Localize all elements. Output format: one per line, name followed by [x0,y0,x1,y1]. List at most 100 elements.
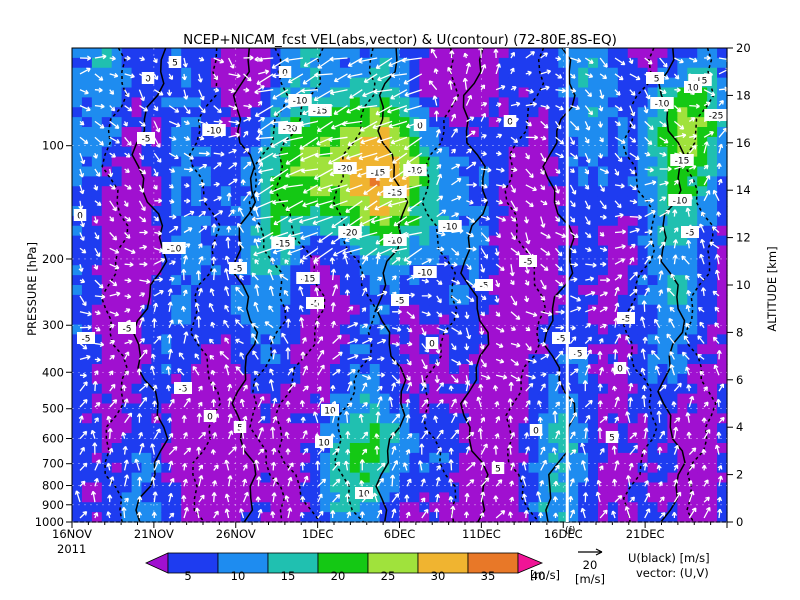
wind-vectors [74,46,731,519]
contour-label-text: 0 [282,69,288,79]
contour-label-text: -5 [234,265,243,275]
legend-note-u: U(black) [m/s] [628,551,710,565]
contour-label: -10 [403,164,427,177]
contour-label-text: 0 [207,413,213,423]
contour-label: -5 [552,332,570,345]
y-right-tick-label: 6 [736,373,743,387]
contour-label: -10 [288,94,312,107]
contour-label: -5 [77,332,95,345]
contour-label: 0 [73,209,87,222]
colorbar-tick-label: 15 [281,569,296,583]
y-tick-label: 900 [42,498,64,512]
legend-note-vector: vector: (U,V) [636,566,709,580]
contour-label-text: 0 [417,122,423,132]
contour-label: -15 [670,154,694,167]
contour-label: -5 [617,312,635,325]
contour-label-text: 10 [318,439,330,449]
y-tick-label: 700 [42,457,64,471]
contour-label-text: 10 [358,490,370,500]
x-tick-label: 6DEC [384,527,415,541]
y-right-tick-label: 10 [736,278,751,292]
y-right-tick-label: 2 [736,468,743,482]
contour-label: -10 [413,266,437,279]
y-tick-label: 600 [42,432,64,446]
colorbar-swatch [167,552,219,574]
contour-label: 10 [684,81,702,94]
contour-label-text: -5 [622,315,631,325]
contour-label-text: -10 [207,127,222,137]
colorbar-tick-label: 35 [481,569,496,583]
x-tick-label: 26NOV [216,527,256,541]
x-tick-label: 1DEC [302,527,333,541]
contour-label-text: -10 [293,97,308,107]
contour-label: -15 [296,272,320,285]
colorbar-high-arrow [517,552,544,574]
colorbar-tick-label: 10 [231,569,246,583]
colorbar-tick-label: 40 [531,569,546,583]
colorbar-low-arrow [145,552,169,574]
x-tick-label: 11DEC [462,527,501,541]
contour-label-text: -10 [418,269,433,279]
contour-label-text: -5 [480,282,489,292]
contour-label: -5 [306,297,324,310]
contour-label-text: -5 [396,297,405,307]
contour-label: 0 [413,119,427,132]
contour-label: 10 [355,487,373,500]
contour-label: -5 [646,72,664,85]
y-right-tick-label: 14 [736,183,751,197]
chart-title: NCEP+NICAM_fcst VEL(abs,vector) & U(cont… [183,32,617,48]
y-right-tick-label: 0 [736,515,743,529]
x-tick-label: 21DEC [626,527,665,541]
y-right-tick-label: 16 [736,136,751,150]
contour-label: -15 [383,186,407,199]
contour-label-text: -5 [142,135,151,145]
contour-label-text: -10 [673,197,688,207]
contour-label-text: -10 [388,237,403,247]
contour-label: -5 [229,262,247,275]
contour-label: -5 [118,322,136,335]
y-tick-label: 1000 [35,515,64,529]
contour-label-text: -15 [675,157,690,167]
x-tick-label: 21NOV [134,527,174,541]
contour-label-text: 5 [172,59,178,69]
contour-label: 0 [278,66,292,79]
x-tick-label: 16DEC [544,527,583,541]
contour-label-text: -15 [301,275,316,285]
y-right-tick-label: 18 [736,88,751,102]
vector-ref-value: 20 [583,558,598,572]
x-tick-label: 16NOV [52,527,92,541]
contour-label-text: 10 [687,84,699,94]
contour-label-text: -5 [651,75,660,85]
contour-label: 5 [168,56,182,69]
vector-ref-unit: [m/s] [575,572,605,586]
contour-label-text: 0 [77,212,83,222]
y-right-tick-label: 20 [736,41,751,55]
contour-label-text: -25 [709,112,724,122]
contour-label: -10 [650,97,674,110]
contour-label-text: -10 [408,167,423,177]
contour-label-text: -15 [388,189,403,199]
axes: 16NOV 21NOV 26NOV 1DEC 6DEC 11DEC 16DEC 21DEC (f… [35,41,751,541]
contour-label: 0 [203,410,217,423]
colorbar-unit: [m/s] [530,568,560,582]
contour-label: -5 [519,255,537,268]
y-tick-label: 200 [42,252,64,266]
contour-label-text: -15 [313,107,328,117]
forecast-marker-label: (f) [565,526,575,536]
contour-label: 0 [425,337,439,350]
y-tick-label: 400 [42,365,64,379]
contour-label-text: 0 [617,365,623,375]
contour-label-text: -5 [524,258,533,268]
contour-label-text: 10 [324,407,336,417]
contour-label-text: -10 [655,100,670,110]
contour-label: -10 [438,220,462,233]
y-right-tick-label: 8 [736,325,743,339]
contour-label: -15 [271,237,295,250]
colorbar-tick-label: 20 [331,569,346,583]
colorbar-tick-label: 30 [431,569,446,583]
contour-label-text: -5 [123,325,132,335]
y-tick-label: 100 [42,139,64,153]
colorbar: 5 10 15 20 25 30 35 40 [145,552,546,583]
contour-label: -5 [391,294,409,307]
